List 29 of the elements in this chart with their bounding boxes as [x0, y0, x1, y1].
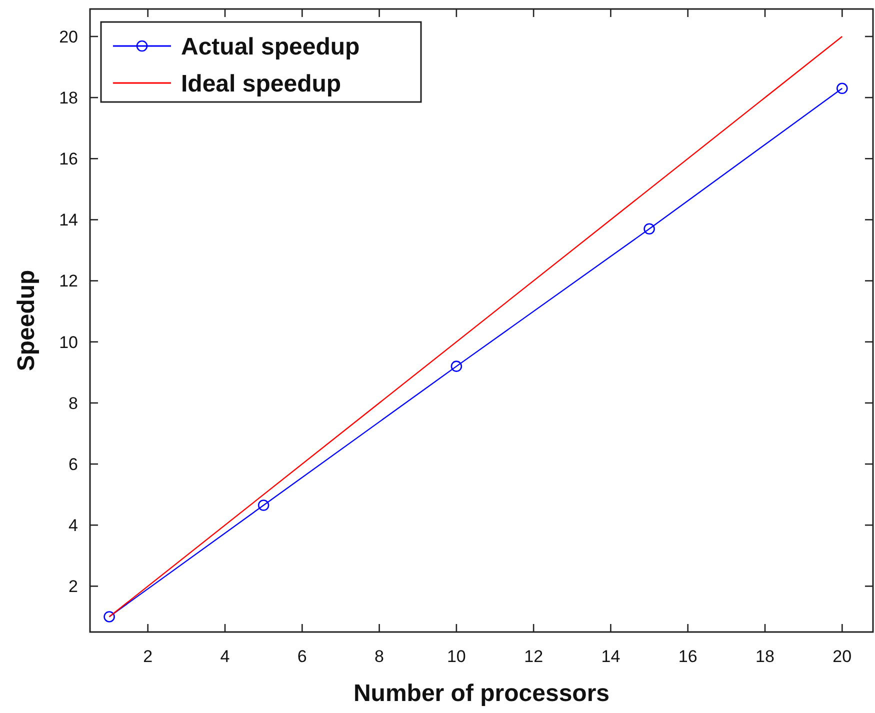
y-tick-label: 14	[59, 210, 78, 230]
point	[104, 611, 115, 622]
x-tick-label: 18	[756, 647, 774, 666]
point	[258, 500, 270, 511]
x-tick-label: 2	[143, 647, 153, 666]
x-tick-label: 6	[297, 647, 307, 666]
point	[836, 82, 848, 94]
point	[450, 360, 462, 372]
y-tick-label: 18	[59, 88, 78, 108]
point	[644, 223, 655, 235]
legend-label: Actual speedup	[181, 33, 360, 60]
x-axis-title: Number of processors	[353, 680, 610, 707]
y-tick-label: 16	[59, 150, 78, 169]
y-tick-label: 12	[59, 272, 78, 291]
y-tick-label: 10	[59, 332, 78, 352]
y-axis-title: Speedup	[13, 270, 40, 372]
y-tick-label: 20	[59, 27, 78, 46]
y-tick-label: 8	[68, 394, 78, 413]
x-tick-label: 20	[832, 647, 852, 666]
legend-label: Ideal speedup	[181, 70, 342, 98]
x-tick-label: 4	[220, 647, 230, 666]
y-tick-label: 6	[68, 454, 78, 474]
x-tick-label: 14	[601, 647, 620, 666]
y-tick-label: 4	[68, 516, 78, 536]
x-tick-label: 8	[374, 647, 384, 666]
x-tick-label: 12	[524, 647, 544, 666]
x-tick-label: 10	[446, 647, 466, 666]
x-tick-label: 16	[678, 647, 698, 666]
y-tick-label: 2	[68, 577, 78, 596]
